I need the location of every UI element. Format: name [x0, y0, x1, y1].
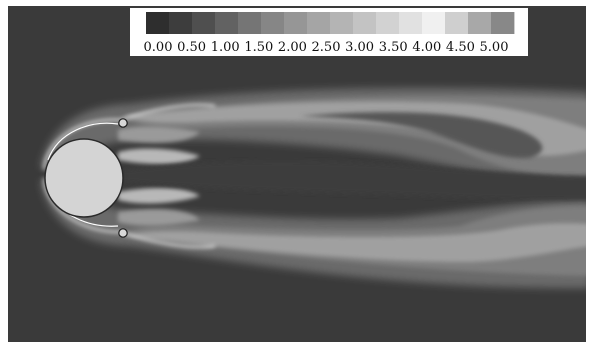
colorbar-band: [215, 12, 239, 34]
colorbar-tick-label: 4.00: [412, 40, 441, 55]
colorbar-tick-label: 5.00: [480, 40, 509, 55]
cylinder: [44, 138, 124, 218]
colorbar-bands: [146, 12, 515, 34]
colorbar-tick-label: 0.00: [144, 40, 173, 55]
colorbar-tick-label: 0.50: [177, 40, 206, 55]
colorbar-labels: 0.00 0.50 1.00 1.50 2.00 2.50 3.00 3.50 4.00 4.50…: [144, 40, 509, 55]
colorbar-band: [422, 12, 446, 34]
central-wake: [125, 161, 586, 200]
colorbar-tick-label: 1.50: [244, 40, 273, 55]
colorbar-tick-label: 4.50: [446, 40, 475, 55]
colorbar-band: [192, 12, 216, 34]
colorbar-band: [146, 12, 170, 34]
colorbar-tick-label: 2.00: [278, 40, 307, 55]
colorbar-tick-label: 3.00: [345, 40, 374, 55]
colorbar-band: [445, 12, 469, 34]
colorbar-tick-label: 3.50: [379, 40, 408, 55]
upper-wake: [40, 87, 586, 186]
lower-control-rod: [118, 228, 128, 238]
colorbar-band: [399, 12, 423, 34]
upper-control-rod: [118, 118, 128, 128]
colorbar-band: [238, 12, 262, 34]
colorbar-band: [330, 12, 354, 34]
colorbar-band: [169, 12, 193, 34]
colorbar: 0.00 0.50 1.00 1.50 2.00 2.50 3.00 3.50 4.00 4.50…: [130, 8, 528, 56]
flow-field: [40, 87, 586, 289]
colorbar-band: [353, 12, 377, 34]
colorbar-band: [307, 12, 331, 34]
colorbar-band: [261, 12, 285, 34]
colorbar-band: [468, 12, 492, 34]
colorbar-band: [284, 12, 308, 34]
colorbar-tick-label: 1.00: [211, 40, 240, 55]
colorbar-band: [376, 12, 400, 34]
colorbar-band: [491, 12, 515, 34]
colorbar-tick-label: 2.50: [312, 40, 341, 55]
